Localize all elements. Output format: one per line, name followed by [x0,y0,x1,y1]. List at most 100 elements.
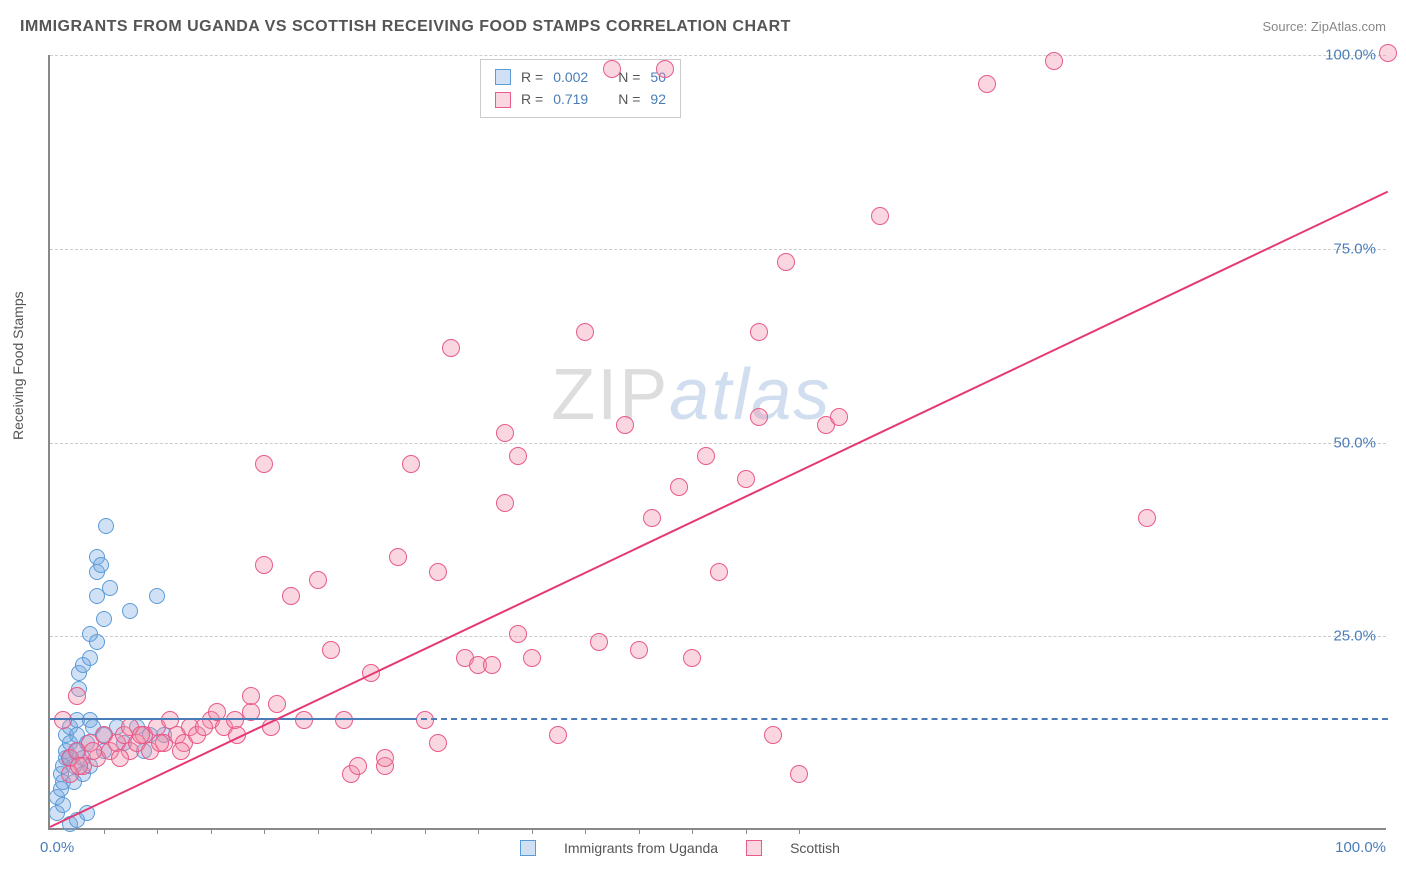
scatter-point [1379,44,1397,62]
scatter-point [670,478,688,496]
scatter-point [483,656,501,674]
swatch-icon [495,92,511,108]
plot-area: ZIPatlas R = 0.002 N = 50 R = 0.719 N = … [48,55,1386,830]
chart-title: IMMIGRANTS FROM UGANDA VS SCOTTISH RECEI… [20,18,791,36]
scatter-point [429,563,447,581]
legend-series-label: Immigrants from Uganda [564,840,718,856]
chart-header: IMMIGRANTS FROM UGANDA VS SCOTTISH RECEI… [20,18,1386,36]
scatter-point [764,726,782,744]
legend-n-label: N = [618,66,640,88]
x-tick-mark [639,828,640,834]
legend-r-label: R = [521,66,543,88]
scatter-point [590,633,608,651]
scatter-point [710,563,728,581]
y-tick-label: 50.0% [1333,434,1376,451]
trend-line [50,191,1389,828]
scatter-point [268,695,286,713]
scatter-point [442,339,460,357]
scatter-point [68,687,86,705]
legend-stats-row: R = 0.002 N = 50 [495,66,666,88]
watermark-zip: ZIP [551,355,669,435]
scatter-point [82,650,98,666]
scatter-point [750,408,768,426]
scatter-point [84,742,102,760]
scatter-point [89,634,105,650]
legend-r-value: 0.002 [553,66,588,88]
scatter-point [790,765,808,783]
scatter-point [630,641,648,659]
x-tick-mark [371,828,372,834]
scatter-point [132,726,150,744]
scatter-point [111,749,129,767]
legend-n-value: 92 [650,88,666,110]
scatter-point [1045,52,1063,70]
scatter-point [376,749,394,767]
scatter-point [255,455,273,473]
scatter-point [172,742,190,760]
scatter-point [282,587,300,605]
scatter-point [509,447,527,465]
scatter-point [496,424,514,442]
x-tick-mark [585,828,586,834]
scatter-point [523,649,541,667]
x-tick-mark [478,828,479,834]
scatter-point [322,641,340,659]
scatter-point [978,75,996,93]
scatter-point [1138,509,1156,527]
x-tick-mark [211,828,212,834]
scatter-point [683,649,701,667]
scatter-point [737,470,755,488]
scatter-point [549,726,567,744]
gridline [50,636,1386,637]
scatter-point [349,757,367,775]
x-tick-mark [425,828,426,834]
chart-source: Source: ZipAtlas.com [1262,19,1386,34]
scatter-point [603,60,621,78]
scatter-point [389,548,407,566]
trend-line [411,718,1388,720]
scatter-point [777,253,795,271]
x-tick-mark [104,828,105,834]
y-tick-label: 100.0% [1325,47,1376,64]
scatter-point [830,408,848,426]
scatter-point [102,580,118,596]
legend-series-label: Scottish [790,840,840,856]
legend-n-label: N = [618,88,640,110]
scatter-point [429,734,447,752]
gridline [50,443,1386,444]
x-tick-mark [799,828,800,834]
legend-r-label: R = [521,88,543,110]
scatter-point [149,588,165,604]
watermark: ZIPatlas [551,354,831,436]
gridline [50,55,1386,56]
swatch-icon [520,840,536,856]
x-max-label: 100.0% [1335,839,1386,856]
scatter-point [242,687,260,705]
scatter-point [697,447,715,465]
y-tick-label: 25.0% [1333,628,1376,645]
watermark-atlas: atlas [669,355,831,435]
scatter-point [55,797,71,813]
scatter-point [93,557,109,573]
scatter-point [643,509,661,527]
scatter-point [616,416,634,434]
scatter-point [576,323,594,341]
scatter-point [122,603,138,619]
x-tick-mark [532,828,533,834]
scatter-point [750,323,768,341]
x-origin-label: 0.0% [40,839,74,856]
x-tick-mark [692,828,693,834]
legend-stats-row: R = 0.719 N = 92 [495,88,666,110]
scatter-point [96,611,112,627]
scatter-point [195,718,213,736]
scatter-point [871,207,889,225]
scatter-point [496,494,514,512]
x-tick-mark [264,828,265,834]
legend-r-value: 0.719 [553,88,588,110]
trend-line [50,718,411,720]
x-tick-mark [157,828,158,834]
x-tick-mark [318,828,319,834]
scatter-point [509,625,527,643]
swatch-icon [495,69,511,85]
y-tick-label: 75.0% [1333,240,1376,257]
